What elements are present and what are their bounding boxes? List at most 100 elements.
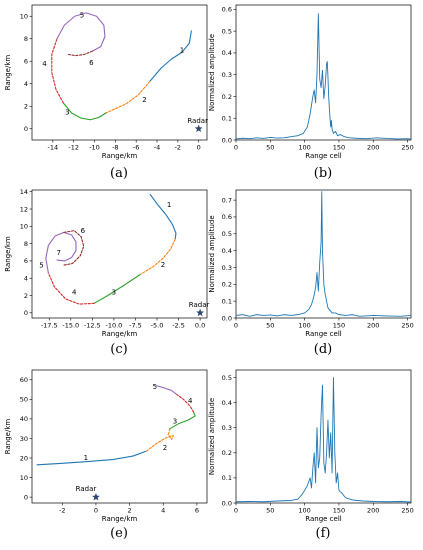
amplitude-series-line (236, 191, 411, 317)
y-tick-label: 0 (24, 493, 28, 501)
y-tick-label: 0.4 (222, 49, 232, 57)
plot-frame (31, 4, 208, 141)
x-tick-label: -5.0 (151, 322, 164, 330)
y-tick-label: 8 (24, 240, 28, 248)
y-tick-label: 30 (20, 435, 28, 443)
x-tick-label: 150 (333, 507, 345, 515)
segment-label-2: 2 (163, 444, 167, 452)
radar-star-icon (91, 492, 100, 501)
x-tick-label: 200 (367, 507, 379, 515)
chart-a: -14 -12 -10 -8 -6 -4 -2 0 0 2 4 6 8 10 Range/km Range/k… (4, 4, 208, 181)
trajectory-segment-2 (105, 80, 151, 114)
segment-label-6: 6 (89, 59, 94, 67)
chart-c: -17.5 -15.0 -12.5 -10.0 -7.5 -5.0 -2.5 0.0 0 2 4 6 8… (4, 188, 210, 357)
segment-label-1: 1 (167, 201, 171, 209)
y-tick-label: 0.0 (222, 499, 232, 507)
y-tick-label: 0.2 (222, 449, 232, 457)
x-tick-label: 0 (94, 507, 98, 515)
y-tick-label: 60 (20, 376, 28, 384)
y-tick-label: 0.5 (222, 374, 232, 382)
x-tick-label: 4 (161, 507, 165, 515)
y-tick-label: 10 (20, 13, 28, 21)
y-tick-label: 0.3 (222, 71, 232, 79)
y-tick-label: 0.2 (222, 281, 232, 289)
x-tick-label: -15.0 (62, 322, 79, 330)
plot-area (236, 13, 411, 140)
segment-label-3: 3 (65, 108, 69, 116)
x-tick-label: -14 (48, 144, 59, 152)
y-tick-label: 0.5 (222, 230, 232, 238)
segment-label-4: 4 (188, 397, 193, 405)
segment-label-3: 3 (112, 289, 116, 297)
y-tick-label: 12 (20, 205, 28, 213)
x-tick-label: -10.0 (105, 322, 122, 330)
segment-label-1: 1 (180, 47, 184, 55)
plot-frame (31, 189, 208, 319)
trajectory-segment-2 (139, 238, 176, 276)
trajectory-segment-4 (47, 272, 95, 305)
panel-label-c: (c) (110, 342, 127, 357)
radar-star-icon (196, 308, 205, 317)
plot-area (236, 377, 411, 503)
x-tick-label: -2 (59, 507, 65, 515)
y-tick-label: 0.0 (222, 136, 232, 144)
radar-label: Radar (76, 485, 97, 493)
y-tick-label: 0.3 (222, 424, 232, 432)
y-axis-label: Range/km (4, 419, 12, 455)
x-tick-label: -6 (133, 144, 139, 152)
chart-f: 0 50 100 150 200 250 0.0 0.1 0.2 0.3 0.4 0.5 Range c… (208, 369, 414, 541)
y-tick-label: 4 (24, 275, 28, 283)
radar-label: Radar (189, 301, 210, 309)
panel-label-e: (e) (110, 526, 128, 541)
segment-label-5: 5 (80, 12, 84, 20)
y-tick-label: 2 (24, 103, 28, 111)
x-tick-label: -2.5 (172, 322, 185, 330)
plot-area (36, 385, 196, 466)
x-tick-label: 150 (333, 322, 345, 330)
x-tick-label: 250 (401, 322, 413, 330)
y-tick-label: 0.1 (222, 115, 232, 123)
chart-e: -2 0 2 4 60102030405060Range/kmRange/km12345… (4, 369, 208, 541)
x-tick-label: -8 (112, 144, 118, 152)
x-tick-label: -2 (175, 144, 181, 152)
x-tick-label: 0 (234, 322, 238, 330)
y-axis-label: Range/km (4, 236, 12, 272)
trajectory-segment-3 (93, 274, 141, 304)
y-tick-label: 14 (20, 188, 28, 196)
y-tick-label: 0.6 (222, 213, 232, 221)
plot-area (51, 12, 192, 121)
segment-label-1: 1 (84, 454, 88, 462)
y-axis-label: Normalized amplitude (208, 215, 216, 292)
x-tick-label: 0 (197, 144, 201, 152)
trajectory-segment-4 (51, 38, 64, 104)
x-tick-label: 150 (333, 144, 345, 152)
y-tick-label: 20 (20, 454, 28, 462)
plot-area (45, 193, 177, 305)
y-axis-label: Range/km (4, 55, 12, 91)
trajectory-segment-5 (155, 385, 178, 396)
chart-b: 0 50 100 150 200 250 0.0 0.1 0.2 0.3 0.4 0.5 0.6 Rang… (208, 4, 414, 181)
x-tick-label: 2 (128, 507, 132, 515)
x-tick-label: 50 (266, 144, 274, 152)
trajectory-segment-5 (45, 231, 77, 274)
trajectory-segment-2 (145, 428, 174, 452)
y-tick-label: 10 (20, 474, 28, 482)
y-tick-label: 0.3 (222, 264, 232, 272)
plot-frame (31, 369, 208, 504)
plot-frame (235, 189, 412, 319)
x-tick-label: 0.0 (195, 322, 205, 330)
segment-label-2: 2 (142, 96, 146, 104)
segment-label-2: 2 (161, 261, 165, 269)
y-tick-label: 50 (20, 396, 28, 404)
x-tick-label: -17.5 (41, 322, 58, 330)
x-tick-label: -12 (68, 144, 79, 152)
trajectory-segment-5 (56, 12, 106, 52)
x-axis-label: Range/km (102, 330, 138, 338)
x-tick-label: 50 (266, 507, 274, 515)
plot-area (236, 191, 411, 317)
y-axis-label: Normalized amplitude (208, 398, 216, 475)
trajectory-segment-1 (149, 193, 177, 240)
radar-star-icon (194, 124, 203, 133)
y-tick-label: 0.0 (222, 314, 232, 322)
